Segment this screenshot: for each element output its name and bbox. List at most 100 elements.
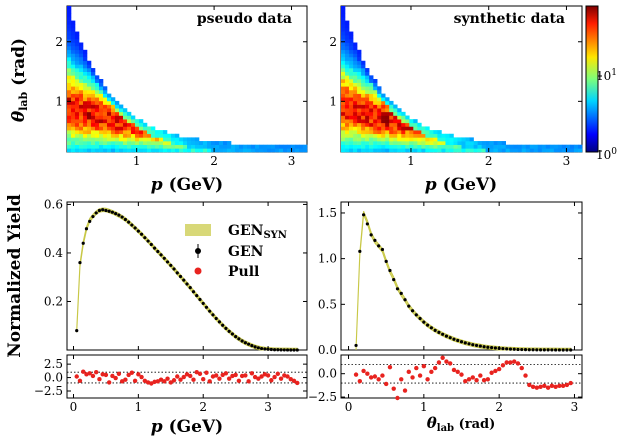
heatmap-cell [83, 79, 88, 83]
heatmap-cell [377, 86, 382, 91]
heatmap-cell [123, 111, 128, 116]
heatmap-cell [159, 141, 164, 145]
heatmap-cell [159, 148, 164, 153]
heatmap-cell [187, 148, 192, 153]
theta-dist-ytick-label: 1.5 [318, 206, 337, 220]
heatmap-cell [353, 49, 358, 54]
p-pull-pull-point [272, 374, 277, 380]
heatmap-cell [191, 144, 196, 149]
heatmap-cell [107, 141, 112, 145]
synthetic-heatmap-title: synthetic data [454, 11, 565, 27]
heatmap-cell [107, 130, 112, 135]
heatmap-cell [377, 108, 382, 113]
heatmap-cell [75, 49, 80, 54]
heatmap-cell [381, 122, 386, 127]
heatmap-cell [155, 130, 160, 135]
heatmap-cell [143, 133, 148, 138]
p-pull-panel: 0 1 2 3 −2.50.02.5 [34, 354, 308, 414]
heatmap-cell [147, 126, 152, 131]
heatmap-cell [83, 130, 88, 135]
heatmap-cell [75, 141, 80, 145]
heatmap-cell [111, 104, 116, 109]
theta-pull-pull-point [432, 365, 438, 371]
heatmap-cell [353, 97, 358, 102]
heatmap-cell [75, 126, 80, 131]
heatmap-cell [389, 100, 394, 105]
heatmap-cell [405, 130, 410, 135]
heatmap-cell [115, 133, 120, 138]
theta-dist-gen-point [441, 332, 445, 336]
theta-pull-pull-point [383, 381, 389, 387]
heatmap-cell [99, 133, 104, 138]
theta-dist-gen-point [561, 348, 565, 352]
heatmap-cell [67, 42, 72, 47]
p-dist-gen-point [247, 342, 251, 346]
heatmap-cell [385, 111, 390, 116]
heatmap-cell [409, 126, 414, 131]
heatmap-cell [151, 148, 156, 153]
heatmap-cell [421, 133, 426, 138]
heatmap-cell [123, 137, 128, 142]
heatmap-cell [533, 148, 539, 153]
p-dist-gen-point [182, 278, 186, 282]
heatmap-cell [473, 141, 478, 145]
p-pull-pull-point [220, 372, 225, 378]
heatmap-cell [553, 144, 559, 149]
heatmap-cell [67, 6, 72, 10]
heatmap-cell [401, 141, 406, 145]
heatmap-cell [107, 104, 112, 109]
heatmap-cell [373, 97, 378, 102]
heatmap-cell [385, 100, 390, 105]
heatmap-cell [365, 111, 370, 116]
heatmap-cell [87, 148, 92, 153]
p-dist-gen-point [221, 323, 225, 327]
heatmap-cell [79, 46, 84, 51]
heatmap-cell [357, 75, 362, 80]
p-dist-gen-point [198, 297, 202, 302]
heatmap-cell [425, 137, 430, 142]
heatmap-cell [437, 141, 442, 145]
heatmap-cell [341, 27, 346, 32]
heatmap-cell [183, 141, 188, 145]
theta-dist-ticks: 0.0 0.5 1.0 1.5 [318, 202, 582, 357]
theta-dist-gen-point [426, 323, 430, 327]
heatmap-cell [353, 100, 358, 105]
theta-dist-ytick-label: 0.0 [318, 343, 337, 357]
heatmap-cell [71, 64, 76, 69]
heatmap-cell [115, 122, 120, 127]
heatmap-cell [91, 82, 96, 87]
theta-pull-pull-point [478, 373, 483, 378]
p-pull-pull-point [175, 374, 180, 379]
heatmap-cell [413, 137, 418, 142]
heatmap-cell [107, 97, 112, 102]
heatmap-cell [91, 100, 96, 105]
p-dist-gen-point [81, 241, 85, 245]
pseudo-ytick-label: 2 [55, 35, 63, 49]
heatmap-cell [465, 144, 470, 149]
heatmap-cell [413, 144, 418, 149]
heatmap-cell [143, 130, 148, 135]
heatmap-cell [119, 111, 124, 116]
heatmap-cell [107, 111, 112, 116]
heatmap-cell [353, 148, 358, 153]
heatmap-cell [345, 79, 350, 83]
theta-dist-gen-point [418, 316, 422, 321]
heatmap-cell [107, 122, 112, 127]
heatmap-cell [365, 93, 370, 98]
p-dist-gen-point [263, 347, 267, 351]
heatmap-cell [231, 144, 236, 149]
heatmap-cell [397, 115, 402, 120]
heatmap-cell [445, 133, 450, 138]
heatmap-cell [369, 119, 374, 124]
theta-dist-gen-point [501, 347, 505, 351]
p-pull-pull-point [116, 371, 122, 377]
heatmap-cell [99, 111, 104, 116]
heatmap-cell [71, 24, 76, 29]
heatmap-cell [211, 144, 216, 149]
heatmap-cell [381, 108, 386, 113]
heatmap-cell [413, 133, 418, 138]
heatmap-cell [203, 141, 208, 145]
heatmap-cell [349, 100, 354, 105]
heatmap-cell [377, 141, 382, 145]
